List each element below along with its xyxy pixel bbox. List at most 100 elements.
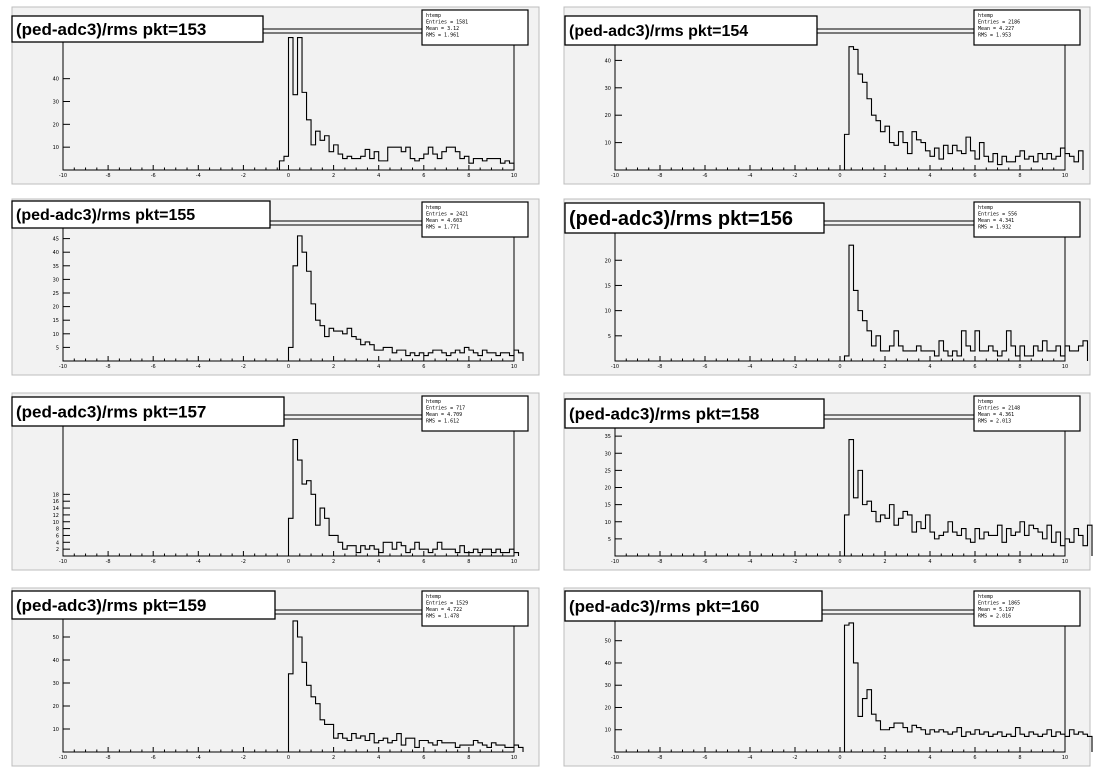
x-tick-label: -8 bbox=[106, 559, 111, 565]
stats-entries: Entries = 2421 bbox=[426, 212, 468, 218]
x-tick-label: -8 bbox=[106, 364, 111, 370]
y-tick-label: 5 bbox=[608, 537, 611, 543]
x-tick-label: 8 bbox=[467, 364, 470, 370]
stats-mean: Mean = 4.722 bbox=[426, 607, 462, 613]
y-tick-label: 30 bbox=[605, 451, 611, 457]
y-tick-label: 10 bbox=[605, 141, 611, 147]
x-tick-label: 4 bbox=[377, 559, 380, 565]
x-tick-label: -6 bbox=[151, 755, 156, 761]
x-tick-label: -6 bbox=[151, 173, 156, 179]
histogram-series bbox=[843, 622, 1093, 752]
stats-box bbox=[421, 201, 529, 238]
stats-box bbox=[421, 395, 529, 432]
x-tick-label: -8 bbox=[106, 755, 111, 761]
x-tick-label: 4 bbox=[928, 364, 931, 370]
y-tick-label: 50 bbox=[53, 635, 59, 641]
stats-mean: Mean = 4.361 bbox=[978, 412, 1014, 418]
stats-name: htemp bbox=[426, 594, 441, 600]
y-tick-label: 20 bbox=[53, 122, 59, 128]
x-tick-label: -2 bbox=[241, 559, 246, 565]
x-tick-label: -10 bbox=[59, 173, 67, 179]
x-tick-label: -10 bbox=[611, 364, 619, 370]
chart-title: (ped-adc3)/rms pkt=153 bbox=[16, 20, 206, 39]
stats-mean: Mean = 4.603 bbox=[426, 218, 462, 224]
stats-mean: Mean = 3.12 bbox=[426, 26, 459, 32]
chart-title: (ped-adc3)/rms pkt=160 bbox=[569, 597, 759, 616]
x-tick-label: -4 bbox=[196, 559, 201, 565]
x-tick-label: 0 bbox=[287, 173, 290, 179]
x-tick-label: -10 bbox=[59, 755, 67, 761]
histogram-series bbox=[287, 620, 524, 752]
stats-entries: Entries = 2148 bbox=[978, 406, 1020, 412]
histogram-panel: -10 -8 -6 -4 -2 0 2 4 6 8 10 10 20 30 40 50 (ped-adc3)/r… bbox=[11, 587, 540, 767]
y-tick-label: 30 bbox=[53, 681, 59, 687]
histogram-series bbox=[843, 439, 1093, 556]
y-tick-label: 30 bbox=[53, 277, 59, 283]
histogram-series bbox=[287, 235, 524, 361]
y-tick-label: 25 bbox=[53, 291, 59, 297]
x-tick-label: 8 bbox=[1018, 173, 1021, 179]
stats-name: htemp bbox=[426, 205, 441, 211]
x-tick-label: 6 bbox=[973, 173, 976, 179]
histogram-series bbox=[287, 439, 520, 556]
x-tick-label: -8 bbox=[658, 755, 663, 761]
y-tick-label: 30 bbox=[53, 100, 59, 106]
x-tick-label: 2 bbox=[332, 755, 335, 761]
stats-rms: RMS = 1.612 bbox=[426, 419, 459, 425]
x-tick-label: -8 bbox=[106, 173, 111, 179]
y-tick-label: 15 bbox=[605, 503, 611, 509]
x-tick-label: -6 bbox=[151, 364, 156, 370]
y-tick-label: 20 bbox=[53, 704, 59, 710]
x-tick-label: 10 bbox=[1062, 364, 1068, 370]
title-box bbox=[564, 202, 825, 234]
stats-box bbox=[973, 201, 1081, 238]
x-tick-label: 10 bbox=[1062, 559, 1068, 565]
x-tick-label: -2 bbox=[793, 173, 798, 179]
stats-box bbox=[973, 9, 1081, 46]
stats-name: htemp bbox=[426, 13, 441, 19]
y-tick-label: 35 bbox=[605, 434, 611, 440]
y-tick-label: 15 bbox=[53, 318, 59, 324]
x-tick-label: -2 bbox=[241, 364, 246, 370]
x-tick-label: -8 bbox=[658, 364, 663, 370]
y-tick-label: 10 bbox=[53, 145, 59, 151]
x-tick-label: -6 bbox=[151, 559, 156, 565]
histogram-series bbox=[843, 244, 1089, 361]
x-tick-label: 4 bbox=[377, 364, 380, 370]
y-tick-label: 40 bbox=[53, 250, 59, 256]
y-tick-label: 10 bbox=[53, 727, 59, 733]
y-tick-label: 10 bbox=[605, 309, 611, 315]
y-tick-label: 10 bbox=[53, 332, 59, 338]
title-box bbox=[564, 15, 818, 46]
chart-title: (ped-adc3)/rms pkt=156 bbox=[569, 208, 793, 230]
y-tick-label: 18 bbox=[53, 492, 59, 498]
stats-rms: RMS = 2.016 bbox=[978, 614, 1011, 620]
stats-mean: Mean = 4.341 bbox=[978, 218, 1014, 224]
x-tick-label: 10 bbox=[1062, 173, 1068, 179]
x-tick-label: 6 bbox=[422, 173, 425, 179]
stats-entries: Entries = 556 bbox=[978, 212, 1017, 218]
y-tick-label: 10 bbox=[605, 728, 611, 734]
x-tick-label: 4 bbox=[377, 755, 380, 761]
x-tick-label: 4 bbox=[928, 755, 931, 761]
x-tick-label: -8 bbox=[658, 173, 663, 179]
stats-name: htemp bbox=[978, 399, 993, 405]
title-box bbox=[564, 398, 825, 429]
x-tick-label: 8 bbox=[1018, 755, 1021, 761]
title-box bbox=[11, 15, 264, 43]
y-tick-label: 20 bbox=[605, 258, 611, 264]
title-box bbox=[11, 590, 276, 620]
x-tick-label: 0 bbox=[838, 755, 841, 761]
y-tick-label: 20 bbox=[605, 113, 611, 119]
stats-box bbox=[421, 9, 529, 46]
stats-entries: Entries = 1581 bbox=[426, 20, 468, 26]
y-tick-label: 30 bbox=[605, 683, 611, 689]
y-tick-label: 40 bbox=[53, 658, 59, 664]
x-tick-label: -10 bbox=[611, 559, 619, 565]
x-tick-label: 2 bbox=[883, 559, 886, 565]
x-tick-label: -2 bbox=[793, 364, 798, 370]
y-tick-label: 14 bbox=[53, 506, 59, 512]
y-tick-label: 10 bbox=[605, 520, 611, 526]
x-tick-label: -10 bbox=[59, 559, 67, 565]
y-tick-label: 6 bbox=[56, 533, 59, 539]
